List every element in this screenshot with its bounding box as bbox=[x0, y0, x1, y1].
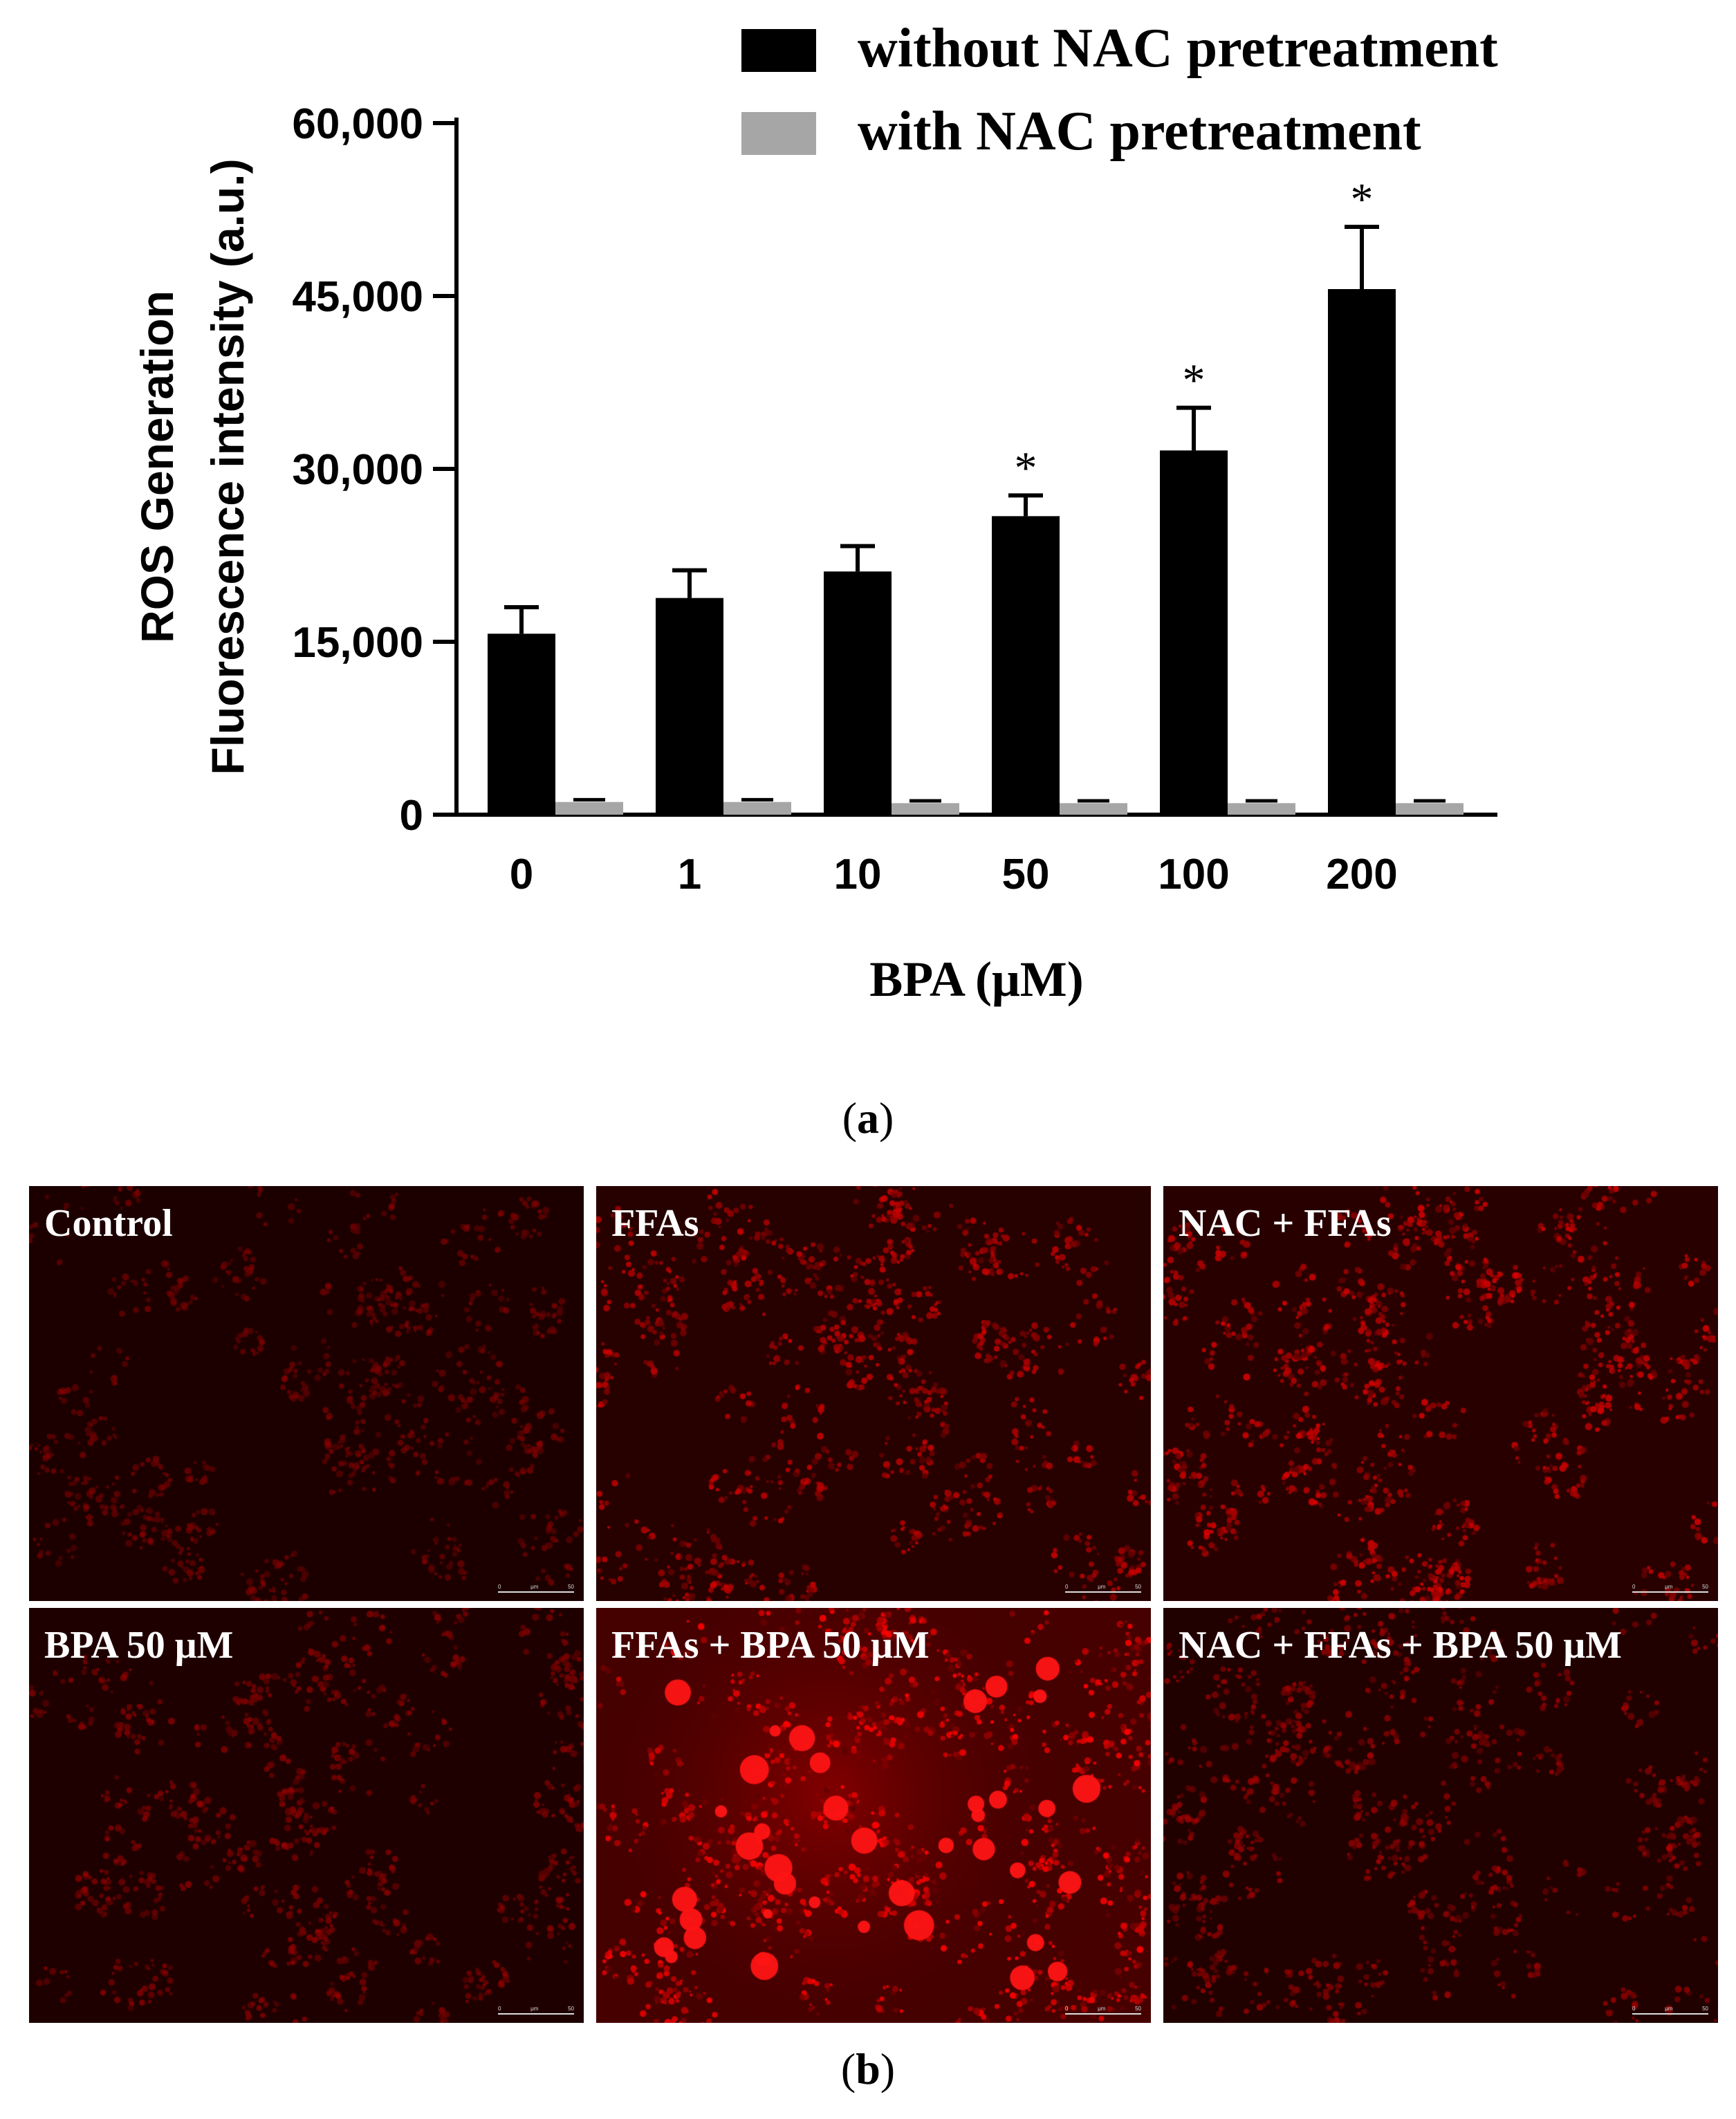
micrograph-ffas: FFAs 0 μm 50 bbox=[596, 1186, 1151, 1601]
scale-bar-text-part: μm bbox=[530, 1584, 539, 1590]
micrograph-image bbox=[596, 1186, 1151, 1601]
scale-bar-line bbox=[1632, 2013, 1708, 2015]
x-tick-label: 200 bbox=[1326, 851, 1397, 898]
micrograph-label: FFAs bbox=[611, 1202, 699, 1245]
scale-bar-text: 0 μm 50 bbox=[1632, 2006, 1708, 2012]
bar-with-nac bbox=[555, 802, 623, 815]
scale-bar-text-part: 0 bbox=[498, 2006, 501, 2012]
micrograph-nac-ffas-bpa-50: NAC + FFAs + BPA 50 μM 0 μm 50 bbox=[1163, 1608, 1718, 2023]
micrograph-label: NAC + FFAs bbox=[1179, 1202, 1392, 1245]
y-tick-label: 60,000 bbox=[292, 100, 423, 148]
scale-bar-text-part: 50 bbox=[1702, 2006, 1708, 2012]
y-tick-label: 15,000 bbox=[292, 619, 423, 667]
scale-bar-text-part: 0 bbox=[1632, 2006, 1636, 2012]
bar-with-nac bbox=[723, 802, 791, 815]
bar-with-nac bbox=[892, 803, 959, 815]
legend-label-without-nac: without NAC pretreatment bbox=[858, 18, 1498, 79]
scale-bar-text: 0 μm 50 bbox=[1065, 2006, 1141, 2012]
bar-without-nac bbox=[992, 516, 1060, 815]
scale-bar-text-part: 50 bbox=[1135, 1584, 1141, 1590]
x-tick-label: 50 bbox=[1002, 851, 1050, 898]
y-tick-label: 45,000 bbox=[292, 273, 423, 321]
x-tick-label: 1 bbox=[678, 851, 701, 898]
bar-with-nac bbox=[1060, 803, 1127, 815]
scale-bar: 0 μm 50 bbox=[498, 2005, 574, 2015]
micrograph-label: FFAs + BPA 50 μM bbox=[611, 1624, 930, 1667]
micrograph-image bbox=[29, 1608, 584, 2023]
scale-bar-text: 0 μm 50 bbox=[1065, 1584, 1141, 1590]
scale-bar-text: 0 μm 50 bbox=[1632, 1584, 1708, 1590]
y-tick-label: 0 bbox=[400, 792, 423, 840]
y-axis-label-line1: ROS Generation bbox=[131, 290, 183, 643]
micrograph-label: NAC + FFAs + BPA 50 μM bbox=[1179, 1624, 1622, 1667]
scale-bar-text: 0 μm 50 bbox=[498, 2006, 574, 2012]
bar-chart: 0 15,000 30,000 45,000 60,000 0 1 10 50 * 100 * 200 *… bbox=[131, 18, 1498, 1007]
scale-bar: 0 μm 50 bbox=[1065, 2005, 1141, 2015]
x-tick-label: 0 bbox=[510, 851, 533, 898]
significance-marker: * bbox=[1351, 174, 1374, 225]
scale-bar-text-part: 50 bbox=[1702, 1584, 1708, 1590]
scale-bar: 0 μm 50 bbox=[1065, 1583, 1141, 1593]
scale-bar-text-part: 0 bbox=[1065, 1584, 1069, 1590]
scale-bar-text-part: 50 bbox=[568, 2006, 574, 2012]
scale-bar: 0 μm 50 bbox=[1632, 2005, 1708, 2015]
legend-label-with-nac: with NAC pretreatment bbox=[858, 101, 1421, 162]
micrograph-image bbox=[1163, 1608, 1718, 2023]
micrograph-nac-ffas: NAC + FFAs 0 μm 50 bbox=[1163, 1186, 1718, 1601]
scale-bar-text-part: 0 bbox=[1065, 2006, 1069, 2012]
x-tick-label: 100 bbox=[1158, 851, 1229, 898]
bar-with-nac bbox=[1396, 803, 1463, 815]
micrograph-label: BPA 50 μM bbox=[44, 1624, 234, 1667]
scale-bar-text-part: 50 bbox=[1135, 2006, 1141, 2012]
scale-bar-line bbox=[1632, 1591, 1708, 1593]
scale-bar-line bbox=[498, 1591, 574, 1593]
significance-marker: * bbox=[1015, 443, 1037, 493]
bar-with-nac bbox=[1228, 803, 1295, 815]
scale-bar-text-part: μm bbox=[1665, 1584, 1673, 1590]
scale-bar: 0 μm 50 bbox=[498, 1583, 574, 1593]
panel-a-caption: (a) bbox=[842, 1093, 894, 1142]
scale-bar-text-part: μm bbox=[1665, 2006, 1673, 2012]
scale-bar-text-part: μm bbox=[1098, 1584, 1106, 1590]
micrograph-label: Control bbox=[44, 1202, 173, 1245]
bar-without-nac bbox=[656, 598, 723, 815]
bar-without-nac bbox=[1328, 289, 1396, 815]
panel-a-letter: a bbox=[857, 1093, 879, 1142]
micrograph-image bbox=[1163, 1186, 1718, 1601]
legend-swatch-with-nac bbox=[741, 112, 816, 155]
scale-bar-text: 0 μm 50 bbox=[498, 1584, 574, 1590]
panel-b-letter: b bbox=[856, 2044, 880, 2093]
scale-bar-line bbox=[1065, 2013, 1141, 2015]
scale-bar-text-part: 50 bbox=[568, 1584, 574, 1590]
micrograph-image bbox=[29, 1186, 584, 1601]
micrograph-image bbox=[596, 1608, 1151, 2023]
x-axis-label: BPA (μM) bbox=[869, 952, 1083, 1007]
scale-bar-line bbox=[498, 2013, 574, 2015]
scale-bar: 0 μm 50 bbox=[1632, 1583, 1708, 1593]
x-tick-label: 10 bbox=[834, 851, 882, 898]
scale-bar-text-part: μm bbox=[1098, 2006, 1106, 2012]
scale-bar-text-part: 0 bbox=[498, 1584, 501, 1590]
legend-swatch-without-nac bbox=[741, 29, 816, 72]
micrograph-bpa-50: BPA 50 μM 0 μm 50 bbox=[29, 1608, 584, 2023]
micrograph-control: Control 0 μm 50 bbox=[29, 1186, 584, 1601]
bar-without-nac bbox=[1160, 450, 1228, 815]
scale-bar-line bbox=[1065, 1591, 1141, 1593]
scale-bar-text-part: μm bbox=[530, 2006, 539, 2012]
panel-b-caption: (b) bbox=[840, 2044, 896, 2093]
y-tick-label: 30,000 bbox=[292, 446, 423, 494]
micrograph-ffas-bpa-50: FFAs + BPA 50 μM 0 μm 50 bbox=[596, 1608, 1151, 2023]
scale-bar-text-part: 0 bbox=[1632, 1584, 1636, 1590]
bar-without-nac bbox=[488, 633, 555, 815]
significance-marker: * bbox=[1183, 355, 1206, 406]
bar-without-nac bbox=[824, 571, 892, 815]
y-axis-label-line2: Fluorescence intensity (a.u.) bbox=[202, 158, 253, 775]
